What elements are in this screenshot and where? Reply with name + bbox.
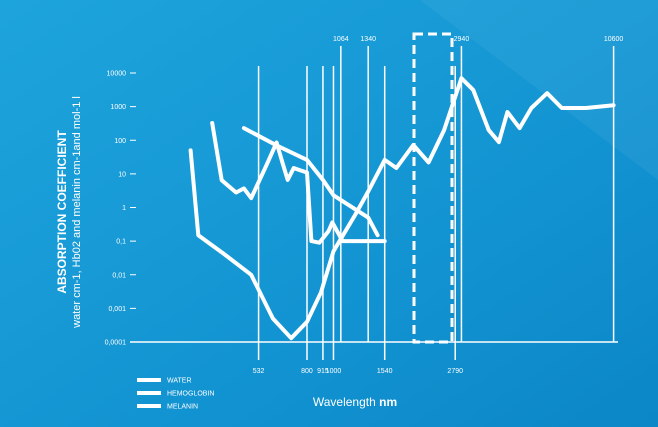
y-tick-label: 100 — [114, 138, 126, 145]
x-tick-label: 1000 — [326, 368, 342, 375]
series-line — [210, 121, 387, 245]
y-axis-subtitle: water cm-1, Hb02 and melanin cm-1and mol… — [71, 96, 83, 329]
plot-area: 0,0001 0,001 0,01 0,1 1 10 100 1000 10000 532 800 9… — [105, 36, 624, 411]
series-line — [241, 126, 380, 238]
y-tick-label: 1 — [122, 205, 126, 212]
y-tick-label: 10 — [118, 171, 126, 178]
x-axis-title: Wavelength nm — [313, 395, 397, 409]
y-tick-label: 0,1 — [116, 239, 126, 246]
legend-label: HEMOGLOBIN — [167, 391, 214, 398]
x-tick-label: 915 — [317, 368, 329, 375]
y-tick-label: 1000 — [110, 104, 126, 111]
x-top-tick-label: 1340 — [360, 36, 376, 43]
x-top-tick-label: 1064 — [333, 36, 349, 43]
x-tick-label: 1540 — [377, 368, 393, 375]
series-line — [188, 76, 616, 341]
y-tick-label: 10000 — [107, 71, 127, 78]
x-top-tick-label: 2940 — [454, 36, 470, 43]
legend-label: WATER — [167, 378, 192, 385]
x-axis-label: Wavelength — [313, 395, 376, 409]
x-tick-label: 532 — [253, 368, 265, 375]
y-tick-label: 0,01 — [112, 272, 126, 279]
y-tick-label: 0,0001 — [105, 340, 127, 347]
y-tick-label: 0,001 — [108, 306, 126, 313]
legend-label: MELANIN — [167, 404, 198, 411]
background-shade — [420, 0, 658, 180]
x-top-tick-label: 10600 — [604, 36, 624, 43]
x-tick-label: 2790 — [447, 368, 463, 375]
x-tick-label: 800 — [301, 368, 313, 375]
x-axis-unit: nm — [379, 395, 397, 409]
y-axis-title: ABSORPTION COEFFICIENT — [55, 130, 69, 294]
